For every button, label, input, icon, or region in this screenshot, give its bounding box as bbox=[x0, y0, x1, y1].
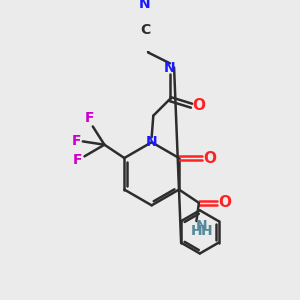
Text: O: O bbox=[218, 195, 231, 210]
Text: H: H bbox=[201, 224, 212, 238]
Text: F: F bbox=[73, 153, 83, 167]
Text: N: N bbox=[146, 135, 158, 149]
Text: N: N bbox=[164, 61, 176, 75]
Text: N: N bbox=[139, 0, 151, 11]
Text: C: C bbox=[140, 23, 150, 37]
Text: O: O bbox=[193, 98, 206, 113]
Text: N: N bbox=[196, 219, 207, 233]
Text: F: F bbox=[71, 134, 81, 148]
Text: F: F bbox=[85, 111, 94, 125]
Text: O: O bbox=[203, 151, 216, 166]
Text: H: H bbox=[190, 224, 202, 238]
